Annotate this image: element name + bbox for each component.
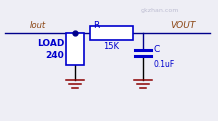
Text: Iout: Iout xyxy=(30,21,46,30)
Text: LOAD: LOAD xyxy=(37,38,64,48)
Bar xyxy=(90,26,133,40)
Text: R: R xyxy=(93,21,99,30)
Text: VOUT: VOUT xyxy=(170,21,196,30)
Text: C: C xyxy=(153,45,159,54)
Text: 240: 240 xyxy=(45,50,64,60)
Text: 0.1uF: 0.1uF xyxy=(153,60,174,69)
Text: 15K: 15K xyxy=(104,42,119,51)
Bar xyxy=(66,33,84,65)
Text: gkzhan.com: gkzhan.com xyxy=(141,8,179,13)
